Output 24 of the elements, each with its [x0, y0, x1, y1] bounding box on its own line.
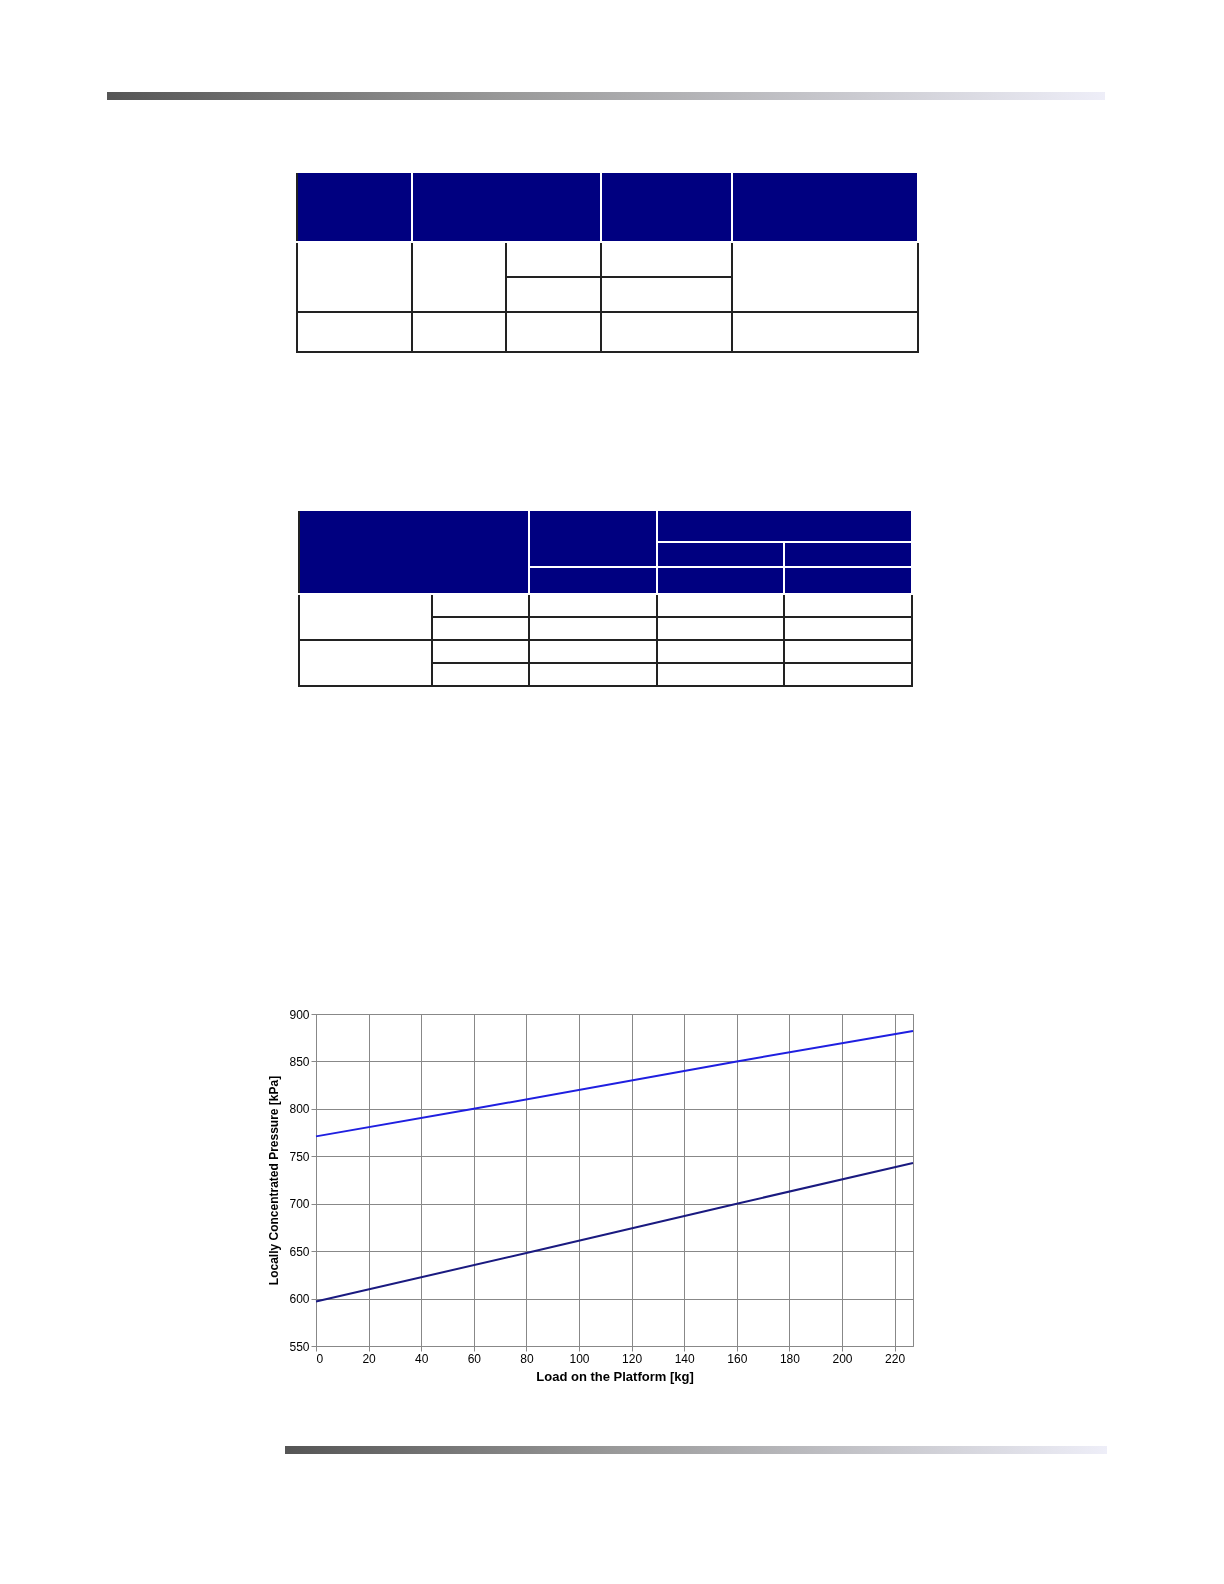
x-tick-label: 0: [316, 1351, 324, 1366]
x-tick-label: 140: [674, 1351, 696, 1366]
y-tick-label: 600: [289, 1292, 310, 1307]
y-tick-label: 550: [289, 1339, 310, 1354]
y-tick-label: 650: [289, 1244, 310, 1259]
x-tick-label: 40: [415, 1351, 429, 1366]
x-tick-label: 180: [779, 1351, 801, 1366]
line-series: [315, 1030, 914, 1138]
y-tick-label: 700: [289, 1197, 310, 1212]
x-tick-label: 160: [727, 1351, 748, 1366]
x-tick-label: 220: [885, 1351, 906, 1366]
x-axis-title: Load on the Platform [kg]: [536, 1368, 694, 1384]
y-axis-title: Locally Concentrated Pressure [kPa]: [267, 1075, 282, 1286]
x-tick-label: 80: [520, 1351, 534, 1366]
x-tick-label: 20: [362, 1351, 377, 1366]
y-tick-label: 750: [289, 1149, 310, 1164]
y-tick-label: 900: [289, 1007, 310, 1022]
line-series: [315, 1161, 914, 1303]
x-tick-label: 100: [569, 1351, 590, 1366]
x-tick-label: 60: [467, 1351, 482, 1366]
x-tick-label: 200: [832, 1351, 853, 1366]
y-tick-label: 800: [289, 1102, 310, 1117]
x-tick-label: 120: [622, 1351, 643, 1366]
y-tick-label: 850: [289, 1054, 310, 1069]
